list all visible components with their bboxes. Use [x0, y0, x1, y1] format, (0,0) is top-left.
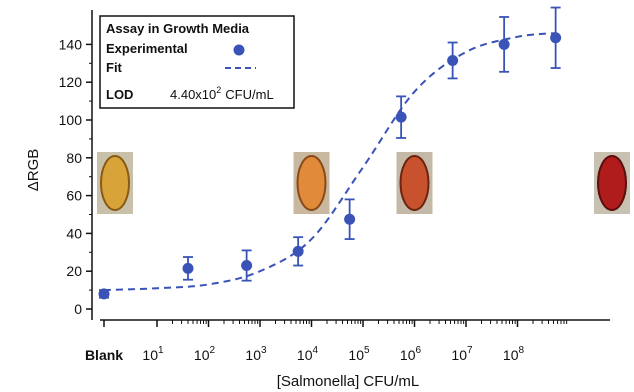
legend: Assay in Growth Media Experimental Fit L…: [99, 15, 295, 109]
data-point: [344, 213, 356, 225]
legend-fit-label: Fit: [106, 60, 123, 75]
x-tick-label-blank: Blank: [85, 347, 123, 363]
x-tick-label: 101: [142, 345, 164, 363]
legend-experimental-marker: [233, 44, 245, 56]
inset-photos: [97, 152, 630, 214]
x-tick-label: 108: [503, 345, 525, 363]
legend-title: Assay in Growth Media: [106, 21, 250, 36]
data-point: [498, 38, 510, 50]
data-point: [182, 262, 194, 274]
data-point: [447, 54, 459, 66]
legend-experimental-label: Experimental: [106, 41, 188, 56]
x-axis-label: [Salmonella] CFU/mL: [277, 373, 420, 390]
legend-lod-unit: CFU/mL: [225, 87, 273, 102]
legend-lod-mantissa: 4.40x10: [170, 87, 216, 102]
data-point: [550, 32, 562, 44]
y-tick-label: 20: [66, 263, 82, 279]
fit-line: [103, 32, 556, 292]
data-point: [98, 288, 110, 300]
y-tick-label: 40: [66, 225, 82, 241]
legend-box: [99, 15, 295, 109]
axes: 0 20 40 60 80 100 120 140 ΔRGB Blank 101 102 103 104 1…: [25, 10, 610, 390]
x-tick-label: 107: [451, 345, 473, 363]
y-axis-label: ΔRGB: [25, 149, 42, 192]
legend-lod-value: 4.40x102 CFU/mL: [170, 85, 274, 102]
fit-curve: [103, 32, 556, 292]
x-tick-label: 105: [348, 345, 370, 363]
x-tick-label: 106: [400, 345, 422, 363]
y-tick-label: 60: [66, 188, 82, 204]
data-point: [395, 111, 407, 123]
inset-photo-droplet-2: [296, 155, 327, 211]
inset-photo-droplet-4: [597, 155, 627, 211]
y-tick-label: 140: [59, 36, 83, 52]
y-tick-label: 80: [66, 150, 82, 166]
experimental-points: [98, 6, 562, 300]
legend-lod-label: LOD: [106, 87, 133, 102]
data-point: [292, 245, 304, 257]
x-tick-label: 102: [194, 345, 216, 363]
y-tick-label: 120: [59, 74, 83, 90]
y-tick-label: 0: [74, 301, 82, 317]
inset-photo-droplet-1: [100, 155, 130, 211]
x-tick-label: 104: [297, 345, 319, 363]
data-point: [241, 260, 253, 272]
y-tick-label: 100: [59, 112, 83, 128]
legend-lod-exponent: 2: [216, 85, 221, 95]
inset-photo-droplet-3: [399, 155, 430, 211]
x-tick-label: 103: [245, 345, 267, 363]
